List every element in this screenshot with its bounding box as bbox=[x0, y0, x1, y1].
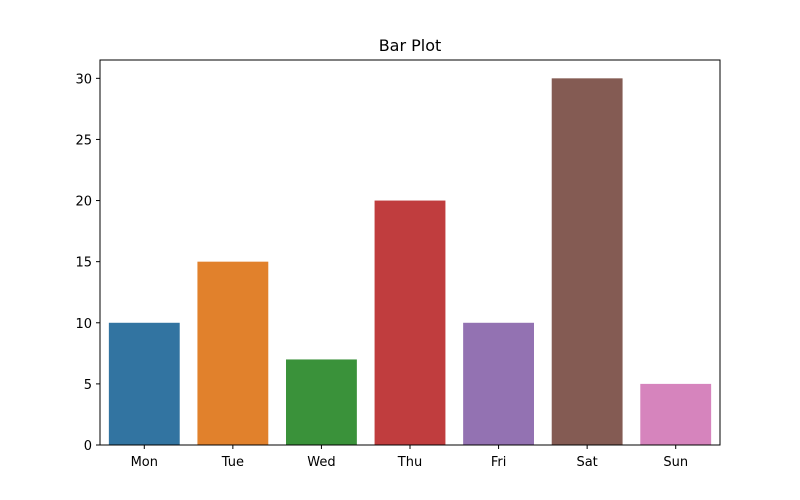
y-tick-label: 30 bbox=[75, 72, 92, 87]
y-tick-label: 0 bbox=[84, 439, 92, 454]
x-tick-label: Fri bbox=[491, 455, 507, 470]
bars-layer bbox=[108, 78, 712, 445]
x-tick-label: Sat bbox=[576, 455, 597, 470]
x-tick-label: Thu bbox=[397, 455, 422, 470]
x-axis: Mon Tue Wed Thu Fri Sat Sun bbox=[131, 445, 688, 470]
x-tick-label: Mon bbox=[131, 455, 158, 470]
y-tick-label: 5 bbox=[84, 378, 92, 393]
x-tick-label: Tue bbox=[221, 455, 244, 470]
bar-sat bbox=[551, 78, 623, 445]
bar-wed bbox=[286, 359, 357, 445]
bar-mon bbox=[108, 322, 180, 445]
bar-sun bbox=[640, 383, 712, 445]
bar-tue bbox=[197, 261, 269, 445]
x-tick-label: Wed bbox=[307, 455, 335, 470]
bar-thu bbox=[374, 200, 446, 445]
y-tick-label: 20 bbox=[75, 195, 92, 210]
x-tick-label: Sun bbox=[663, 455, 688, 470]
chart-title: Bar Plot bbox=[379, 36, 442, 55]
y-tick-label: 25 bbox=[75, 133, 92, 148]
y-tick-label: 10 bbox=[75, 317, 92, 332]
bar-fri bbox=[463, 322, 534, 445]
y-tick-label: 15 bbox=[75, 256, 92, 271]
y-axis: 0 5 10 15 20 25 30 bbox=[75, 72, 100, 454]
plot-frame bbox=[99, 59, 721, 446]
